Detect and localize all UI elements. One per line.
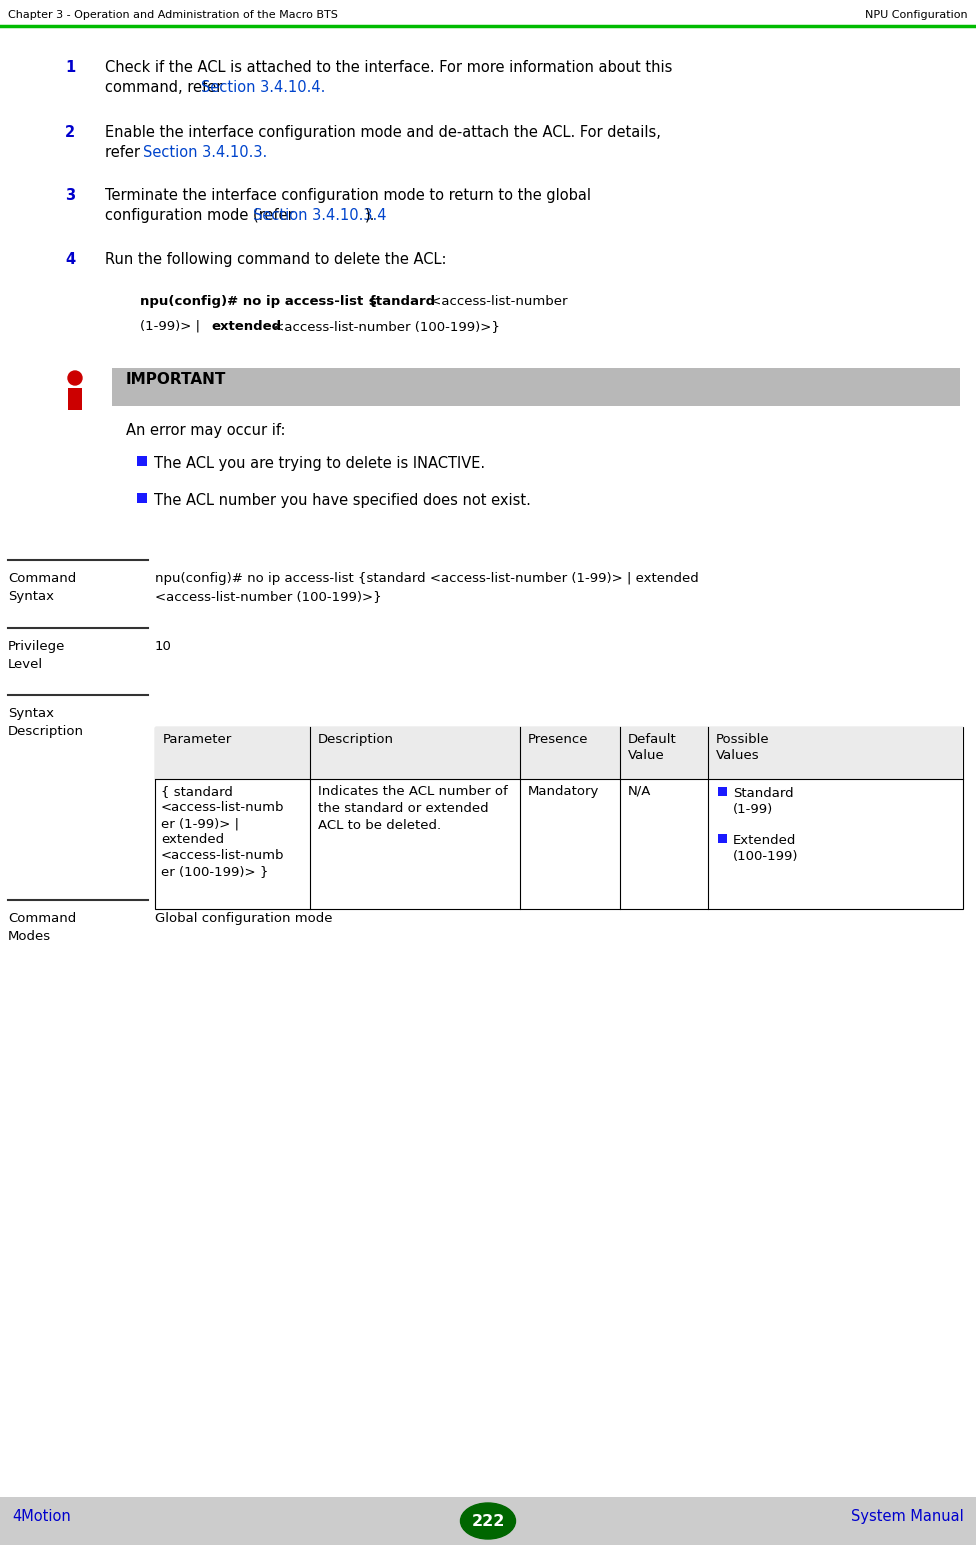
Text: Chapter 3 - Operation and Administration of the Macro BTS: Chapter 3 - Operation and Administration… — [8, 9, 338, 20]
Text: Check if the ACL is attached to the interface. For more information about this: Check if the ACL is attached to the inte… — [105, 60, 672, 76]
FancyBboxPatch shape — [155, 728, 963, 908]
Text: Description: Description — [318, 732, 394, 746]
Circle shape — [68, 371, 82, 385]
Text: 10: 10 — [155, 640, 172, 654]
Text: 3: 3 — [65, 188, 75, 202]
Text: 2: 2 — [65, 125, 75, 141]
Text: Presence: Presence — [528, 732, 589, 746]
Text: <access-list-number (100-199)>}: <access-list-number (100-199)>} — [155, 590, 382, 603]
Text: Default
Value: Default Value — [628, 732, 676, 762]
Text: standard: standard — [369, 295, 436, 307]
FancyBboxPatch shape — [68, 388, 82, 409]
FancyBboxPatch shape — [112, 368, 960, 406]
Text: Indicates the ACL number of
the standard or extended
ACL to be deleted.: Indicates the ACL number of the standard… — [318, 785, 508, 833]
Text: An error may occur if:: An error may occur if: — [126, 423, 286, 437]
Text: Extended
(100-199): Extended (100-199) — [733, 834, 798, 864]
Text: <access-list-number: <access-list-number — [426, 295, 567, 307]
Text: 1: 1 — [65, 60, 75, 76]
FancyBboxPatch shape — [137, 493, 147, 504]
FancyBboxPatch shape — [137, 456, 147, 467]
FancyBboxPatch shape — [0, 1497, 976, 1545]
Text: Command
Modes: Command Modes — [8, 912, 76, 942]
Ellipse shape — [461, 1503, 515, 1539]
Text: 222: 222 — [471, 1514, 505, 1528]
Text: npu(config)# no ip access-list {: npu(config)# no ip access-list { — [140, 295, 378, 307]
FancyBboxPatch shape — [718, 834, 727, 844]
Text: npu(config)# no ip access-list {standard <access-list-number (1-99)> | extended: npu(config)# no ip access-list {standard… — [155, 572, 699, 586]
Text: Standard
(1-99): Standard (1-99) — [733, 786, 793, 816]
Text: Section 3.4.10.4.: Section 3.4.10.4. — [201, 80, 325, 94]
FancyBboxPatch shape — [155, 728, 963, 779]
Text: 4: 4 — [65, 252, 75, 267]
Text: N/A: N/A — [628, 785, 651, 799]
Text: Parameter: Parameter — [163, 732, 232, 746]
Text: Run the following command to delete the ACL:: Run the following command to delete the … — [105, 252, 446, 267]
Text: System Manual: System Manual — [851, 1509, 964, 1523]
Text: Syntax
Description: Syntax Description — [8, 708, 84, 739]
Text: Terminate the interface configuration mode to return to the global: Terminate the interface configuration mo… — [105, 188, 591, 202]
Text: (1-99)> |: (1-99)> | — [140, 320, 204, 334]
Text: Section 3.4.10.3.4: Section 3.4.10.3.4 — [253, 209, 386, 222]
Text: configuration mode (refer: configuration mode (refer — [105, 209, 299, 222]
Text: <access-list-number (100-199)>}: <access-list-number (100-199)>} — [268, 320, 500, 334]
Text: Mandatory: Mandatory — [528, 785, 599, 799]
Text: Privilege
Level: Privilege Level — [8, 640, 65, 671]
Text: Enable the interface configuration mode and de-attach the ACL. For details,: Enable the interface configuration mode … — [105, 125, 661, 141]
Text: IMPORTANT: IMPORTANT — [126, 372, 226, 386]
FancyBboxPatch shape — [718, 786, 727, 796]
Text: ).: ). — [365, 209, 376, 222]
Text: { standard
<access-list-numb
er (1-99)> |
extended
<access-list-numb
er (100-199: { standard <access-list-numb er (1-99)> … — [161, 785, 284, 878]
Text: The ACL you are trying to delete is INACTIVE.: The ACL you are trying to delete is INAC… — [154, 456, 485, 471]
Text: 4Motion: 4Motion — [12, 1509, 70, 1523]
Text: extended: extended — [212, 320, 282, 334]
Text: refer: refer — [105, 145, 144, 161]
Text: command, refer: command, refer — [105, 80, 226, 94]
Text: Global configuration mode: Global configuration mode — [155, 912, 333, 925]
Text: Command
Syntax: Command Syntax — [8, 572, 76, 603]
Text: Possible
Values: Possible Values — [716, 732, 770, 762]
Text: NPU Configuration: NPU Configuration — [866, 9, 968, 20]
Text: Section 3.4.10.3.: Section 3.4.10.3. — [143, 145, 267, 161]
Text: The ACL number you have specified does not exist.: The ACL number you have specified does n… — [154, 493, 531, 508]
